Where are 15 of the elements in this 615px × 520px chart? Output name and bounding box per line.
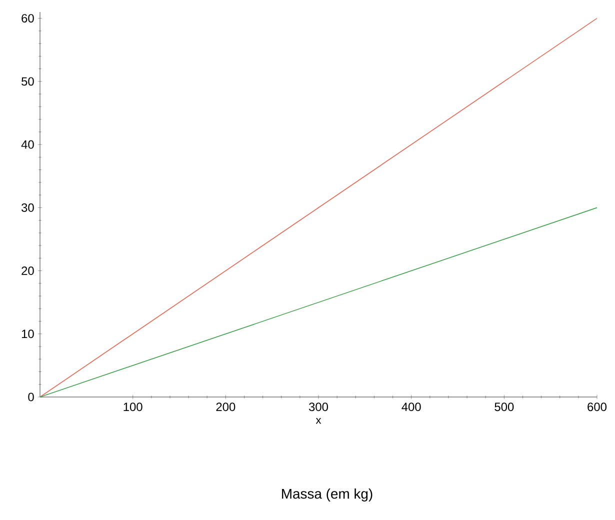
y-tick-label: 20	[22, 266, 34, 275]
x-tick-label: 500	[494, 402, 514, 412]
y-tick-label: 50	[22, 77, 34, 86]
y-tick-label: 30	[22, 203, 34, 212]
text: Massa (em kg)	[282, 488, 372, 502]
y-tick-label: 0	[28, 392, 34, 402]
x-tick-label: 100	[124, 402, 142, 412]
x-tick-label: 400	[402, 402, 421, 412]
x-tick-label: 600	[588, 402, 607, 412]
x-tick-label: 300	[308, 402, 328, 412]
x-axis-title: x	[316, 418, 322, 424]
y-tick-label: 10	[22, 330, 34, 338]
x-tick-label: 200	[216, 402, 236, 412]
y-tick-label: 60	[22, 14, 34, 23]
y-tick-label: 40	[21, 140, 34, 149]
